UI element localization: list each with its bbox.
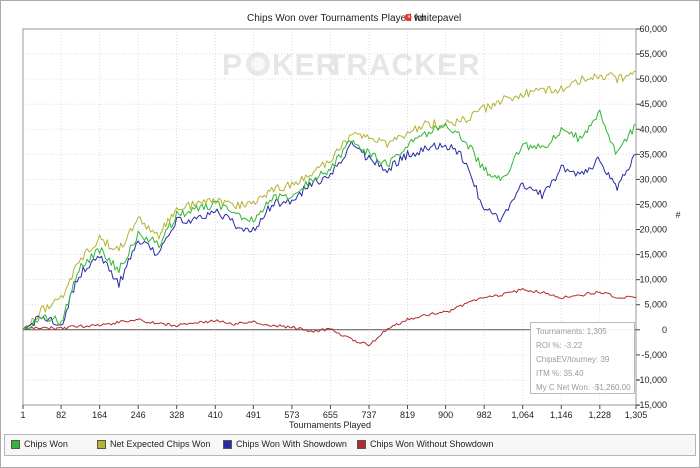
y-tick-label: 40,000 [639,124,667,134]
x-tick-label: 410 [208,410,223,420]
grid [22,28,637,406]
x-tick-label: 491 [246,410,261,420]
x-tick-label: 655 [323,410,338,420]
y-tick-label: 35,000 [639,149,667,159]
x-tick-label: 1 [20,410,25,420]
legend-swatch [223,439,232,449]
series-line-with-showdown [22,141,637,331]
y-tick-label: -10,000 [636,375,667,385]
legend-item-without-showdown[interactable]: Chips Won Without Showdown [357,439,493,449]
y-tick-label: 45,000 [639,99,667,109]
y-tick-label: 5,000 [644,300,667,310]
legend-label: Chips Won [24,439,68,449]
x-tick-label: 328 [169,410,184,420]
y-tick-label: -15,000 [636,400,667,410]
y-tick-label: 55,000 [639,49,667,59]
plot-area [22,28,637,406]
x-axis: 1 82 164 246 328 410 491 573 655 737 819 900 982 1,06… [20,405,647,420]
y-tick-label: 25,000 [639,199,667,209]
stat-tournaments: Tournaments: 1,305 [536,327,607,336]
y-axis-label: # [675,210,680,220]
series-lines [22,70,637,347]
x-tick-label: 819 [400,410,415,420]
legend-swatch [97,439,106,449]
player-badge-icon [404,13,412,22]
x-axis-label: Tournaments Played [289,420,371,430]
stat-roi: ROI %: -3.22 [536,341,583,350]
x-tick-label: 982 [477,410,492,420]
player-name: whitepavel [413,13,461,24]
y-tick-label: 15,000 [639,250,667,260]
x-tick-label: 246 [131,410,146,420]
y-tick-label: 60,000 [639,24,667,34]
y-tick-label: 20,000 [639,225,667,235]
legend-label: Net Expected Chips Won [110,439,211,449]
watermark-logo: P KER TRACKER [222,49,481,82]
stat-net-won: My C Net Won: -$1,260.00 [536,383,631,392]
y-tick-label: 30,000 [639,174,667,184]
x-tick-label: 900 [438,410,453,420]
legend-item-chips-won[interactable]: Chips Won [11,439,68,449]
stat-chips-ev: ChipsEV/tourney: 39 [536,355,610,364]
watermark-middle: KER [272,49,338,82]
y-axis: -15,000 -10,000 -5,000 0 5,000 10,000 15,000 20… [636,24,667,410]
title-text: Chips Won over Tournaments Played for [247,13,427,24]
y-tick-label: 10,000 [639,275,667,285]
y-tick-label: 50,000 [639,74,667,84]
watermark-left: P [222,49,243,82]
series-line-chips-won [22,109,637,331]
stat-itm: ITM %: 35.40 [536,369,584,378]
chart: Chips Won over Tournaments Played for wh… [20,13,680,430]
x-tick-label: 82 [56,410,66,420]
watermark-chip-icon [246,52,270,76]
series-line-without-showdown [22,287,637,347]
x-tick-label: 1,064 [511,410,534,420]
x-tick-label: 164 [92,410,107,420]
legend-label: Chips Won With Showdown [236,439,347,449]
x-tick-label: 1,146 [550,410,573,420]
x-tick-label: 573 [284,410,299,420]
legend: Chips Won Net Expected Chips Won Chips W… [4,434,696,456]
x-tick-label: 1,228 [589,410,612,420]
x-tick-label: 1,305 [625,410,648,420]
watermark-right: TRACKER [327,49,481,82]
chart-title: Chips Won over Tournaments Played for [247,13,427,24]
y-tick-label: 0 [662,325,667,335]
legend-item-net-expected[interactable]: Net Expected Chips Won [97,439,210,449]
legend-swatch [357,439,366,449]
y-tick-label: -5,000 [641,350,667,360]
legend-item-with-showdown[interactable]: Chips Won With Showdown [223,439,347,449]
stats-box: Tournaments: 1,305 ROI %: -3.22 ChipsEV/… [530,322,635,394]
legend-swatch [11,439,20,449]
legend-label: Chips Won Without Showdown [370,439,494,449]
series-line-net-expected [22,70,637,331]
x-tick-label: 737 [361,410,376,420]
